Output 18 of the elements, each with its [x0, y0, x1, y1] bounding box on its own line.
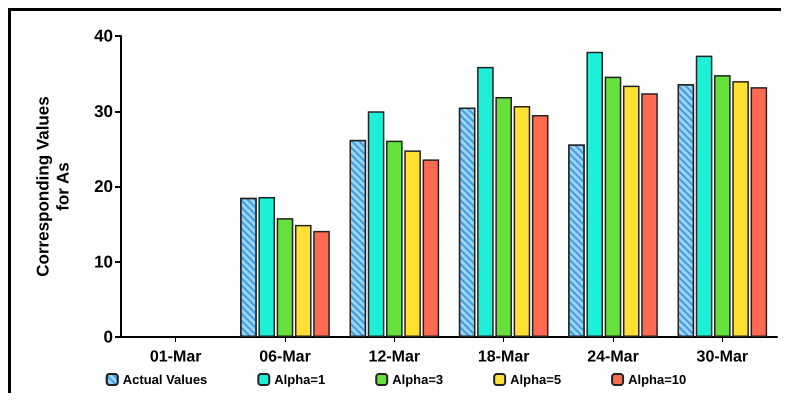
y-axis-title: Corresponding Values for As	[34, 96, 72, 277]
x-tick-label: 18-Mar	[478, 348, 530, 366]
x-tick-label: 24-Mar	[587, 348, 639, 366]
bar	[532, 115, 548, 337]
y-tick-label: 40	[94, 26, 113, 46]
x-tick-label: 30-Mar	[696, 348, 748, 366]
y-tick-label: 20	[94, 177, 113, 196]
y-tick-label: 0	[104, 328, 113, 346]
x-tick-label: 06-Mar	[259, 348, 311, 366]
legend-label: Alpha=3	[392, 372, 444, 387]
x-tick-label: 12-Mar	[368, 348, 420, 366]
legend-label: Alpha=5	[510, 372, 562, 387]
x-tick-label: 01-Mar	[150, 348, 202, 366]
y-tick-label: 10	[94, 252, 113, 272]
y-tick-label: 30	[94, 102, 113, 121]
legend-label: Alpha=1	[274, 372, 326, 387]
legend-label: Alpha=10	[628, 372, 686, 387]
legend-label: Actual Values	[122, 372, 208, 387]
